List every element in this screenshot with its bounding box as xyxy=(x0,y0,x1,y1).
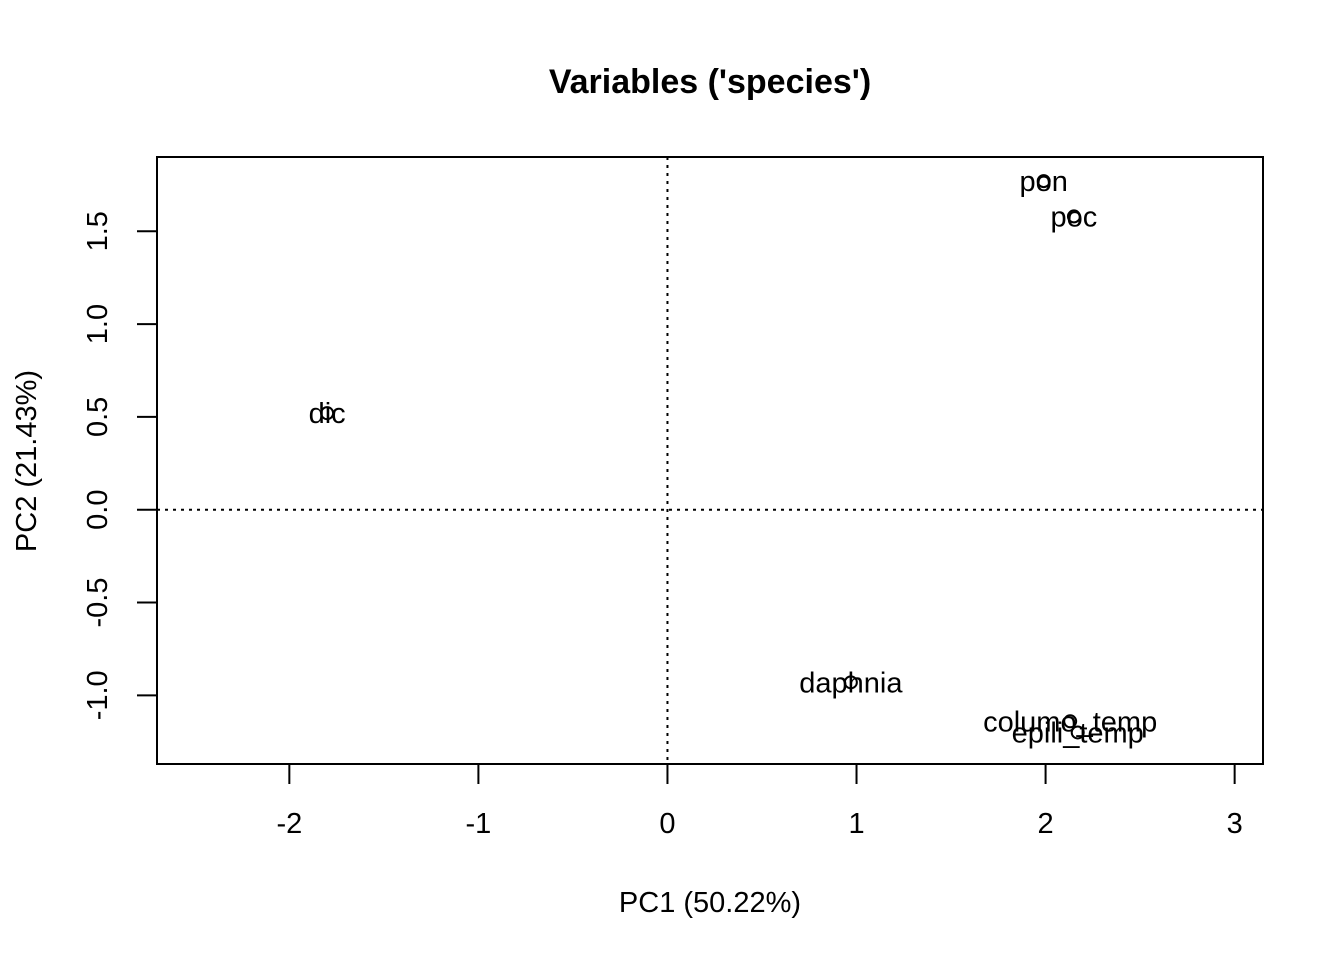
point-label-epili_temp: epili_temp xyxy=(1012,717,1144,749)
y-axis: -1.0 -0.5 0.0 0.5 1.0 1.5 xyxy=(82,211,158,720)
x-tick-label: -2 xyxy=(276,808,302,840)
y-tick-label: 1.0 xyxy=(82,304,114,344)
y-tick-label: 0.0 xyxy=(82,490,114,530)
data-point-epili_temp xyxy=(1070,725,1085,740)
x-axis-title: PC1 (50.22%) xyxy=(619,887,801,919)
y-axis-title: PC2 (21.43%) xyxy=(11,370,43,552)
y-tick-label: -1.0 xyxy=(82,670,114,720)
data-point-columo_temp xyxy=(1063,714,1078,729)
point-label-poc: poc xyxy=(1051,201,1098,233)
point-label-dic: dic xyxy=(309,398,346,430)
x-tick-label: 3 xyxy=(1227,808,1243,840)
data-point-dic xyxy=(320,406,335,421)
point-label-pon: pon xyxy=(1019,166,1067,198)
data-point-pon xyxy=(1036,174,1051,189)
x-tick-label: 1 xyxy=(848,808,864,840)
x-axis: -2 -1 0 1 2 3 xyxy=(276,763,1243,840)
data-point-poc xyxy=(1066,209,1081,224)
y-tick-label: -0.5 xyxy=(82,578,114,628)
x-tick-label: 0 xyxy=(659,808,675,840)
y-tick-label: 0.5 xyxy=(82,397,114,437)
chart-title: Variables ('species') xyxy=(549,63,871,101)
point-label-columo_temp: columo_temp xyxy=(983,706,1157,738)
point-label-daphnia: daphnia xyxy=(799,667,903,699)
x-tick-label: -1 xyxy=(466,808,492,840)
data-point-daphnia xyxy=(843,675,858,690)
x-tick-label: 2 xyxy=(1038,808,1054,840)
y-tick-label: 1.5 xyxy=(82,211,114,251)
plot-frame xyxy=(156,156,1264,765)
